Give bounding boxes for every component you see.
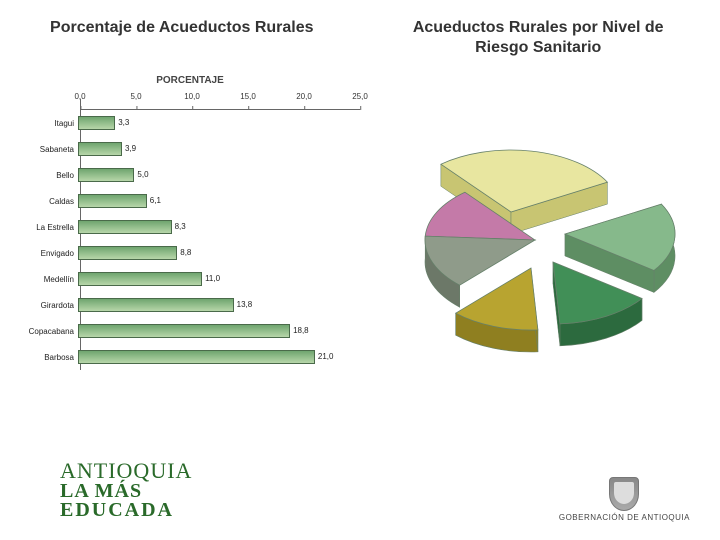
bar-value: 21,0 xyxy=(315,350,334,364)
bar-label: Sabaneta xyxy=(20,145,78,154)
bar-value: 18,8 xyxy=(290,324,309,338)
shield-icon xyxy=(609,477,639,511)
bar-label: Medellín xyxy=(20,275,78,284)
bar-label: Bello xyxy=(20,171,78,180)
bar-row: Copacabana 18,8 xyxy=(20,318,360,344)
bar-value: 3,9 xyxy=(122,142,136,156)
bar-fill xyxy=(78,168,134,182)
bar-track: 5,0 xyxy=(78,168,360,182)
bar-fill xyxy=(78,220,172,234)
logo-right-text: GOBERNACIÓN DE ANTIOQUIA xyxy=(559,513,690,522)
bar-fill xyxy=(78,116,115,130)
bar-row: Sabaneta 3,9 xyxy=(20,136,360,162)
bar-value: 3,3 xyxy=(115,116,129,130)
bar-track: 13,8 xyxy=(78,298,360,312)
bar-fill xyxy=(78,272,202,286)
bar-track: 3,3 xyxy=(78,116,360,130)
bar-track: 3,9 xyxy=(78,142,360,156)
bar-row: Bello 5,0 xyxy=(20,162,360,188)
bar-track: 18,8 xyxy=(78,324,360,338)
title-left: Porcentaje de Acueductos Rurales xyxy=(30,18,334,58)
bar-value: 8,3 xyxy=(172,220,186,234)
axis-tick: 5,0 xyxy=(130,92,141,101)
bar-chart-bars: Itagui 3,3 Sabaneta 3,9 Bello 5,0 Caldas 6,1 La … xyxy=(20,110,360,370)
bar-track: 8,3 xyxy=(78,220,360,234)
bar-fill xyxy=(78,142,122,156)
logo-antioquia-educada: ANTIOQUIA LA MÁS EDUCADA xyxy=(60,461,192,520)
axis-tick: 25,0 xyxy=(352,92,368,101)
bar-fill xyxy=(78,246,177,260)
bar-label: Copacabana xyxy=(20,327,78,336)
bar-label: Itagui xyxy=(20,119,78,128)
bar-chart-x-axis: 0,05,010,015,020,025,0 xyxy=(80,96,360,110)
bar-track: 11,0 xyxy=(78,272,360,286)
bar-row: Barbosa 21,0 xyxy=(20,344,360,370)
logo-gobernacion: GOBERNACIÓN DE ANTIOQUIA xyxy=(559,477,690,522)
bar-value: 11,0 xyxy=(202,272,220,286)
bar-fill xyxy=(78,324,290,338)
axis-tick: 15,0 xyxy=(240,92,256,101)
bar-value: 13,8 xyxy=(234,298,253,312)
bar-row: Girardota 13,8 xyxy=(20,292,360,318)
bar-track: 21,0 xyxy=(78,350,360,364)
bar-row: La Estrella 8,3 xyxy=(20,214,360,240)
bar-value: 5,0 xyxy=(134,168,148,182)
bar-label: Envigado xyxy=(20,249,78,258)
title-right: Acueductos Rurales por Nivel de Riesgo S… xyxy=(386,18,690,58)
bar-chart: PORCENTAJE 0,05,010,015,020,025,0 Itagui… xyxy=(20,75,360,370)
bar-row: Envigado 8,8 xyxy=(20,240,360,266)
bar-row: Itagui 3,3 xyxy=(20,110,360,136)
bar-row: Caldas 6,1 xyxy=(20,188,360,214)
bar-value: 8,8 xyxy=(177,246,191,260)
bar-label: Girardota xyxy=(20,301,78,310)
bar-fill xyxy=(78,350,315,364)
pie-chart xyxy=(370,120,700,380)
bar-label: Barbosa xyxy=(20,353,78,362)
axis-tick: 20,0 xyxy=(296,92,312,101)
bar-track: 6,1 xyxy=(78,194,360,208)
bar-track: 8,8 xyxy=(78,246,360,260)
bar-fill xyxy=(78,298,234,312)
bar-fill xyxy=(78,194,147,208)
logo-line1: ANTIOQUIA xyxy=(60,461,192,482)
bar-label: La Estrella xyxy=(20,223,78,232)
bar-row: Medellín 11,0 xyxy=(20,266,360,292)
bar-chart-subtitle: PORCENTAJE xyxy=(20,75,360,86)
bar-label: Caldas xyxy=(20,197,78,206)
bar-value: 6,1 xyxy=(147,194,161,208)
axis-tick: 10,0 xyxy=(184,92,200,101)
logo-line3: EDUCADA xyxy=(60,501,192,520)
